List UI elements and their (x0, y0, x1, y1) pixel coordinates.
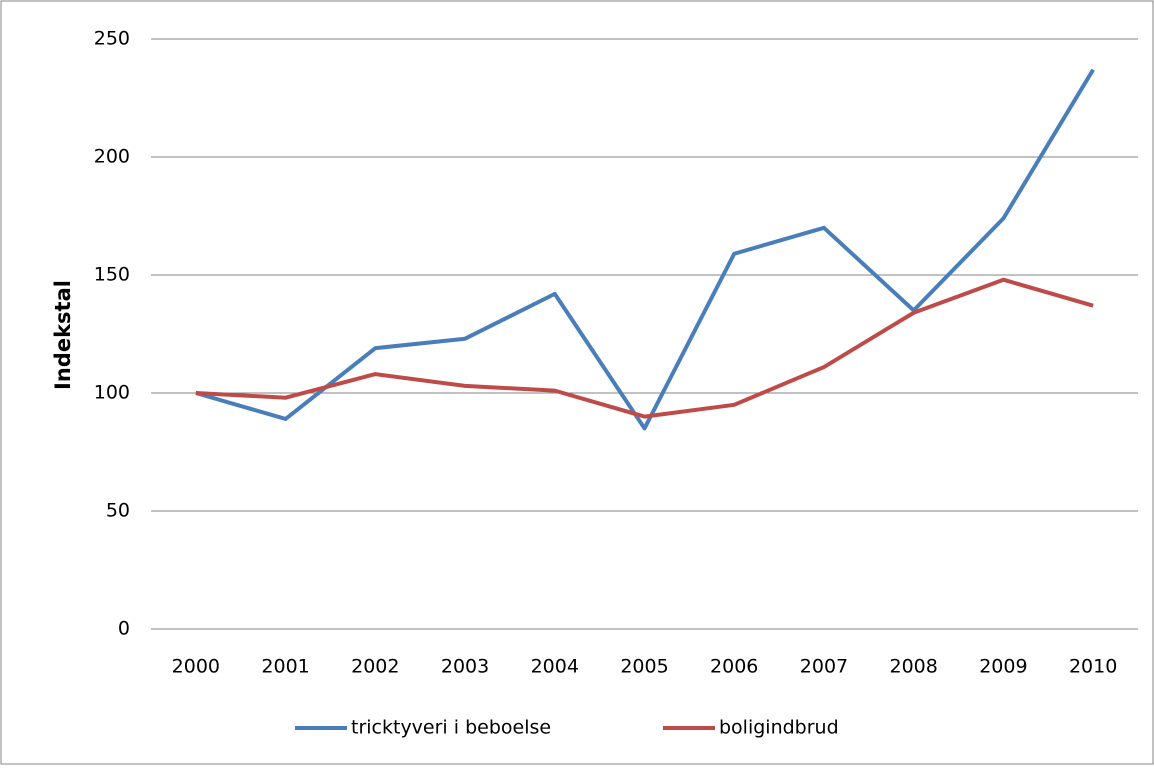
y-tick-label: 100 (94, 382, 130, 404)
y-tick-label: 150 (94, 264, 130, 286)
x-tick-label: 2003 (441, 656, 489, 678)
x-tick-label: 2010 (1069, 656, 1117, 678)
x-tick-label: 2006 (710, 656, 758, 678)
x-tick-label: 2002 (351, 656, 399, 678)
y-tick-label: 250 (94, 28, 130, 50)
x-tick-label: 2007 (800, 656, 848, 678)
y-tick-label: 200 (94, 146, 130, 168)
x-tick-label: 2005 (620, 656, 668, 678)
legend-label: boligindbrud (719, 717, 839, 739)
series-line (195, 277, 1094, 419)
y-tick-label: 50 (106, 500, 130, 522)
x-tick-label: 2008 (890, 656, 938, 678)
x-tick-label: 2000 (172, 656, 220, 678)
y-axis-label: Indekstal (51, 280, 75, 390)
x-tick-label: 2004 (531, 656, 579, 678)
legend-label: tricktyveri i beboelse (351, 717, 551, 739)
x-tick-label: 2001 (261, 656, 309, 678)
x-tick-label: 2009 (979, 656, 1027, 678)
y-tick-label: 0 (118, 618, 130, 640)
series-line (195, 68, 1095, 431)
